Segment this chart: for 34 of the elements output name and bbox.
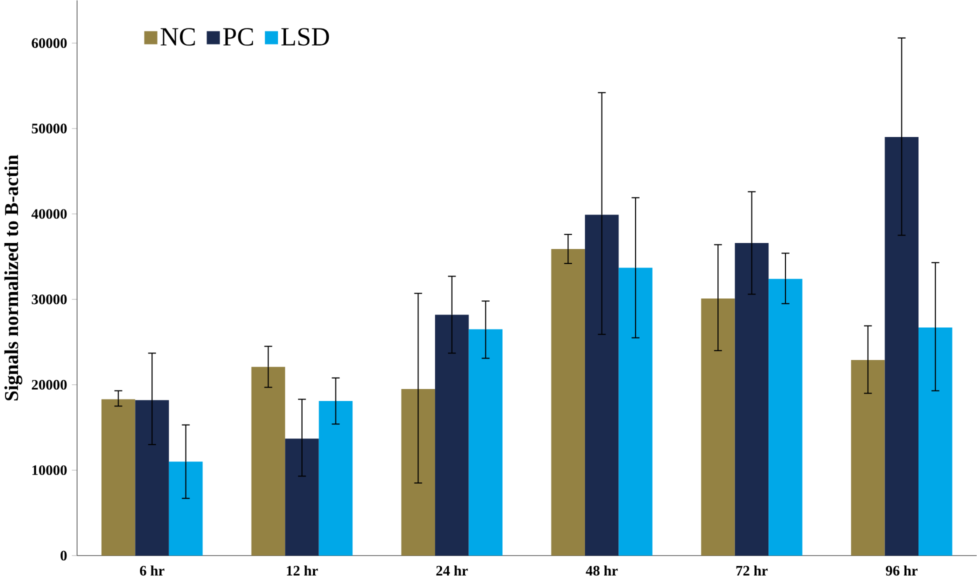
bar (584, 214, 619, 556)
bar (468, 329, 502, 556)
y-tick-label: 20000 (32, 380, 67, 390)
y-tick-label: 50000 (32, 124, 67, 134)
x-tick-label: 72 hr (736, 566, 768, 576)
bar (135, 400, 169, 556)
bar (168, 462, 203, 556)
y-tick-label: 10000 (32, 465, 67, 476)
bar (851, 360, 885, 556)
bar (734, 243, 769, 556)
bar (618, 268, 652, 556)
bar (285, 438, 319, 556)
y-axis-title: Signals normalized to B-actin (4, 154, 22, 400)
legend-label: NC (160, 28, 195, 46)
bar (884, 137, 919, 556)
y-tick-label: 0 (60, 550, 67, 560)
bar (551, 248, 585, 556)
x-tick-label: 6 hr (140, 566, 164, 576)
x-tick-label: 12 hr (286, 566, 318, 576)
y-tick-label: 30000 (32, 294, 67, 304)
bar (435, 314, 469, 556)
bar (318, 401, 353, 556)
legend-label: LSD (281, 28, 329, 46)
x-tick-label: 48 hr (586, 566, 618, 576)
bar (701, 298, 735, 556)
bar (251, 366, 286, 556)
bar (101, 399, 136, 556)
legend-label: PC (223, 28, 253, 46)
y-tick-label: 40000 (31, 209, 67, 219)
x-tick-label: 24 hr (436, 566, 468, 576)
y-tick-label: 60000 (32, 38, 67, 48)
bar (768, 278, 802, 556)
x-tick-label: 96 hr (886, 566, 918, 576)
bar (918, 328, 952, 556)
